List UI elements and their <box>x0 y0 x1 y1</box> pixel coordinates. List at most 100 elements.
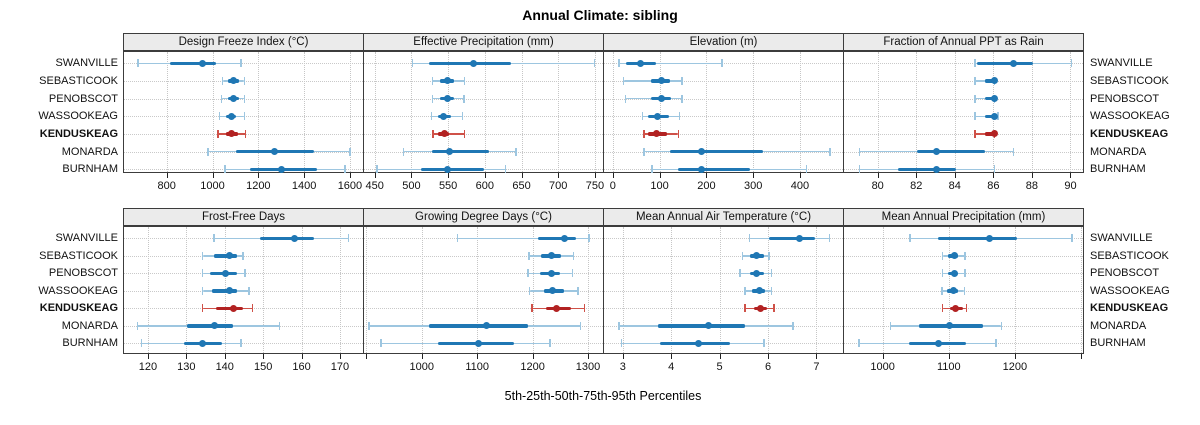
gridline-vertical <box>186 227 188 353</box>
whisker-cap <box>218 112 221 121</box>
median-dot <box>270 148 278 156</box>
gridline-vertical <box>816 227 818 353</box>
axis-tick <box>301 354 303 359</box>
gridline-vertical <box>374 52 376 172</box>
axis-tick <box>671 354 673 359</box>
axis-tick <box>877 173 879 178</box>
median-dot <box>548 287 556 295</box>
axis-tick <box>993 173 995 178</box>
site-label-left-monarda: MONARDA <box>61 319 118 332</box>
whisker-cap <box>828 234 831 243</box>
iqr-bar <box>538 236 577 241</box>
whisker-cap <box>588 234 590 243</box>
whisker <box>975 97 995 100</box>
whisker-cap <box>974 94 976 103</box>
whisker-cap <box>380 339 382 348</box>
median-dot <box>950 269 958 277</box>
axis-tick-label: 1300 <box>575 361 601 373</box>
panel-strip-design-freeze-index-c: Design Freeze Index (°C) <box>123 33 364 51</box>
whisker-cap <box>993 165 996 174</box>
axis-tick <box>366 354 368 359</box>
gridline-vertical <box>1081 227 1083 353</box>
axis-tick-label: 1200 <box>246 180 271 192</box>
median-dot <box>990 95 998 103</box>
axis-tick <box>816 354 818 359</box>
axis-tick-label: 800 <box>157 180 176 192</box>
iqr-bar <box>984 79 995 83</box>
median-dot <box>446 148 454 156</box>
whisker-cap <box>829 147 831 156</box>
whisker-cap <box>463 76 466 85</box>
axis-tick <box>186 354 188 359</box>
whisker-cap <box>136 321 139 330</box>
site-label-left-penobscot: PENOBSCOT <box>48 267 118 280</box>
axis-tick <box>339 354 341 359</box>
axis-tick-label: 500 <box>402 180 421 192</box>
axis-tick <box>1031 173 1033 178</box>
axis-tick-label: 5 <box>716 361 723 373</box>
iqr-bar <box>984 114 995 119</box>
median-dot <box>547 252 555 260</box>
whisker-cap <box>678 112 681 121</box>
iqr-bar <box>977 61 1033 66</box>
gridline-vertical <box>1014 227 1016 353</box>
whisker-cap <box>773 304 775 313</box>
gridline-vertical <box>448 52 450 172</box>
axis-tick <box>421 354 423 359</box>
axis-tick-label: 0 <box>609 180 616 192</box>
axis-tick-label: 88 <box>1025 180 1039 192</box>
median-dot <box>658 77 666 85</box>
site-label-right-sebasticook: SEBASTICOOK <box>1090 74 1169 87</box>
axis-tick-label: 82 <box>910 180 923 192</box>
whisker-cap <box>651 165 653 174</box>
iqr-bar <box>187 324 234 328</box>
whisker-cap <box>461 112 464 121</box>
whisker-cap <box>618 59 620 68</box>
axis-tick <box>768 354 769 359</box>
median-dot <box>227 112 235 120</box>
axis-tick-label: 160 <box>292 361 311 373</box>
whisker-cap <box>741 251 744 260</box>
axis-tick-label: 1400 <box>291 180 317 192</box>
whisker-cap <box>965 304 968 313</box>
gridline-horizontal <box>604 116 843 118</box>
gridline-horizontal <box>844 133 1083 135</box>
whisker-cap <box>220 94 223 103</box>
gridline-horizontal <box>604 273 843 275</box>
panel-mean-annual-precipitation-mm <box>843 226 1084 354</box>
median-dot <box>653 112 661 120</box>
whisker-cap <box>240 339 242 348</box>
panel-design-freeze-index-c <box>123 51 364 174</box>
gridline-horizontal <box>364 80 603 82</box>
gridline-vertical <box>659 52 661 172</box>
axis-tick <box>954 173 956 178</box>
median-dot <box>753 252 761 260</box>
median-dot <box>658 95 666 103</box>
median-dot <box>277 165 285 173</box>
whisker-cap <box>240 59 242 68</box>
whisker-cap <box>376 165 378 174</box>
whisker <box>975 80 995 82</box>
whisker-cap <box>347 234 350 243</box>
gridline-horizontal <box>844 98 1083 100</box>
whisker-cap <box>432 129 434 138</box>
median-dot <box>990 77 998 85</box>
panel-strip-mean-annual-air-temperature-c: Mean Annual Air Temperature (°C) <box>603 208 844 226</box>
site-label-right-monarda: MONARDA <box>1090 145 1147 158</box>
axis-tick <box>948 354 950 359</box>
whisker-cap <box>201 286 204 295</box>
whisker <box>618 62 722 65</box>
median-dot <box>226 252 234 260</box>
panel-strip-effective-precipitation-mm: Effective Precipitation (mm) <box>363 33 604 51</box>
median-dot <box>198 59 206 67</box>
gridline-horizontal <box>604 238 843 240</box>
axis-tick-label: 200 <box>697 180 716 192</box>
axis-tick-label: 1000 <box>409 361 434 373</box>
whisker-cap <box>571 269 574 278</box>
gridline-vertical <box>993 52 995 172</box>
whisker-cap <box>622 76 625 85</box>
axis-tick <box>477 354 479 359</box>
axis-tick <box>588 354 590 359</box>
iqr-bar <box>984 132 995 136</box>
